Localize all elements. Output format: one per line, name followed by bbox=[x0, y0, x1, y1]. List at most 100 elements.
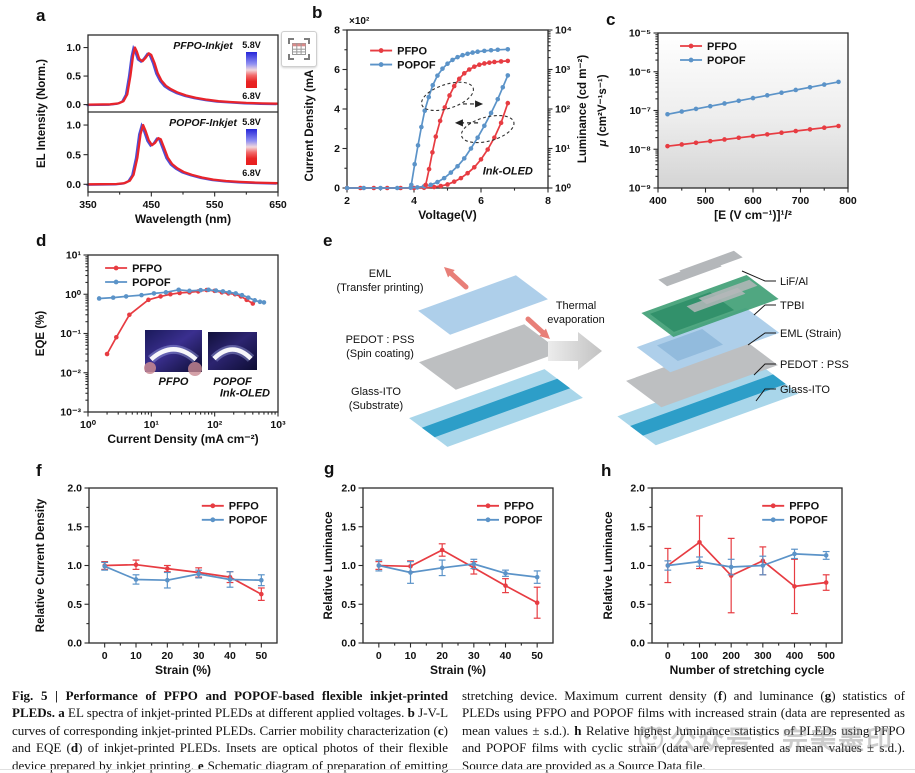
caption-right: stretching device. Maximum current densi… bbox=[462, 688, 906, 773]
svg-text:Ink-OLED: Ink-OLED bbox=[220, 387, 270, 399]
svg-text:POPOF: POPOF bbox=[707, 55, 746, 67]
svg-text:10²: 10² bbox=[555, 104, 571, 116]
panel-label-c: c bbox=[606, 10, 616, 29]
svg-text:1.5: 1.5 bbox=[341, 521, 356, 533]
svg-text:Ink-OLED: Ink-OLED bbox=[483, 166, 533, 178]
svg-text:10⁰: 10⁰ bbox=[65, 289, 82, 301]
svg-text:2: 2 bbox=[344, 195, 350, 207]
svg-text:10³: 10³ bbox=[555, 64, 571, 76]
svg-text:1.0: 1.0 bbox=[630, 560, 645, 572]
svg-text:TPBI: TPBI bbox=[780, 300, 804, 312]
svg-text:1.0: 1.0 bbox=[66, 120, 81, 132]
svg-text:10⁻¹: 10⁻¹ bbox=[60, 328, 81, 340]
svg-text:0.0: 0.0 bbox=[67, 638, 82, 650]
svg-text:500: 500 bbox=[817, 650, 835, 662]
svg-text:PFPO: PFPO bbox=[707, 41, 737, 53]
svg-text:0.5: 0.5 bbox=[66, 71, 81, 83]
svg-text:PFPO-Inkjet: PFPO-Inkjet bbox=[173, 40, 233, 52]
svg-text:POPOF: POPOF bbox=[789, 515, 828, 527]
svg-text:400: 400 bbox=[649, 195, 667, 207]
svg-text:4: 4 bbox=[411, 195, 417, 207]
svg-text:10⁻⁹: 10⁻⁹ bbox=[629, 183, 651, 195]
panel-c-mobility-chart: 400 500 600 700 800 10⁻⁹ 10⁻⁸ 10⁻⁷ 10⁻⁶ 10⁻⁵ [E (V… bbox=[588, 8, 910, 235]
svg-text:0.5: 0.5 bbox=[67, 599, 82, 611]
svg-text:500: 500 bbox=[697, 195, 715, 207]
svg-text:20: 20 bbox=[436, 650, 448, 662]
svg-text:×10²: ×10² bbox=[349, 16, 370, 27]
svg-text:PEDOT : PSS: PEDOT : PSS bbox=[780, 359, 849, 371]
svg-text:650: 650 bbox=[269, 199, 287, 211]
svg-text:2.0: 2.0 bbox=[67, 483, 82, 495]
svg-text:50: 50 bbox=[255, 650, 267, 662]
page-bottom-rule bbox=[0, 769, 915, 770]
svg-text:POPOF-Inkjet: POPOF-Inkjet bbox=[169, 117, 237, 129]
svg-text:μ (cm²V⁻¹s⁻¹): μ (cm²V⁻¹s⁻¹) bbox=[597, 74, 609, 147]
table-capture-button[interactable] bbox=[281, 31, 317, 67]
svg-text:PFPO: PFPO bbox=[789, 501, 819, 513]
svg-text:6.8V: 6.8V bbox=[242, 91, 261, 101]
svg-text:400: 400 bbox=[786, 650, 804, 662]
svg-text:(Transfer printing): (Transfer printing) bbox=[336, 282, 423, 294]
svg-text:0.0: 0.0 bbox=[630, 638, 645, 650]
svg-text:Voltage(V): Voltage(V) bbox=[418, 208, 476, 222]
svg-text:10²: 10² bbox=[207, 419, 223, 431]
svg-text:30: 30 bbox=[193, 650, 205, 662]
svg-text:50: 50 bbox=[531, 650, 543, 662]
svg-text:2: 2 bbox=[334, 143, 340, 155]
svg-text:PEDOT : PSS: PEDOT : PSS bbox=[346, 334, 415, 346]
svg-text:0: 0 bbox=[665, 650, 671, 662]
svg-text:10⁻⁶: 10⁻⁶ bbox=[629, 66, 651, 78]
svg-text:0.0: 0.0 bbox=[66, 99, 81, 111]
svg-text:450: 450 bbox=[143, 199, 161, 211]
svg-text:0.0: 0.0 bbox=[341, 638, 356, 650]
svg-text:Relative Current Density: Relative Current Density bbox=[35, 498, 47, 632]
svg-text:Strain (%): Strain (%) bbox=[430, 663, 486, 677]
panel-e-device-schematic: Thermal evaporation EML (Transfer printing)… bbox=[318, 233, 910, 460]
svg-text:20: 20 bbox=[161, 650, 173, 662]
svg-text:0: 0 bbox=[376, 650, 382, 662]
panel-label-h: h bbox=[601, 461, 612, 480]
caption-left: Fig. 5 | Performance of PFPO and POPOF-b… bbox=[12, 688, 449, 773]
svg-text:0: 0 bbox=[334, 183, 340, 195]
svg-text:0.5: 0.5 bbox=[630, 599, 645, 611]
svg-text:0: 0 bbox=[102, 650, 108, 662]
svg-text:PFPO: PFPO bbox=[132, 263, 162, 275]
panel-f-current-strain-chart: 0 10 20 30 40 50 0.0 0.5 1.0 1.5 2.0 Strain (%) Rela… bbox=[30, 458, 315, 693]
svg-text:[E (V cm⁻¹)]¹/²: [E (V cm⁻¹)]¹/² bbox=[714, 208, 792, 222]
svg-text:10⁻²: 10⁻² bbox=[60, 367, 81, 379]
svg-text:10¹: 10¹ bbox=[66, 250, 82, 262]
svg-text:10: 10 bbox=[130, 650, 142, 662]
svg-text:Relative Luminance: Relative Luminance bbox=[323, 511, 335, 619]
svg-text:Current Density (mA cm⁻²): Current Density (mA cm⁻²) bbox=[107, 432, 258, 446]
svg-text:Glass-ITO: Glass-ITO bbox=[780, 384, 830, 396]
svg-text:EL Intensity (Norm.): EL Intensity (Norm.) bbox=[36, 59, 48, 168]
svg-text:Number of stretching cycle: Number of stretching cycle bbox=[670, 663, 825, 677]
svg-text:550: 550 bbox=[206, 199, 224, 211]
svg-text:10⁰: 10⁰ bbox=[555, 183, 572, 195]
svg-text:8: 8 bbox=[334, 25, 340, 37]
svg-text:0.5: 0.5 bbox=[66, 149, 81, 161]
figure-caption: Fig. 5 | Performance of PFPO and POPOF-b… bbox=[12, 687, 905, 773]
svg-text:5.8V: 5.8V bbox=[242, 117, 261, 127]
svg-text:(Substrate): (Substrate) bbox=[349, 400, 403, 412]
svg-text:10⁻⁵: 10⁻⁵ bbox=[629, 28, 651, 40]
panel-label-a: a bbox=[36, 6, 46, 25]
panel-a-el-spectra-chart: 0.0 0.5 1.0 PFPO-Inkjet 5.8V 6.8V 0.0 0.5 1.0 POP… bbox=[30, 8, 295, 235]
svg-text:evaporation: evaporation bbox=[547, 314, 605, 326]
svg-text:PFPO: PFPO bbox=[504, 501, 534, 513]
svg-text:EML: EML bbox=[369, 268, 392, 280]
svg-text:Thermal: Thermal bbox=[556, 300, 596, 312]
svg-text:1.5: 1.5 bbox=[67, 521, 82, 533]
svg-text:40: 40 bbox=[224, 650, 236, 662]
svg-text:Current Density (mA cm⁻²): Current Density (mA cm⁻²) bbox=[304, 36, 316, 181]
svg-text:10⁻⁸: 10⁻⁸ bbox=[629, 144, 651, 156]
svg-text:6: 6 bbox=[478, 195, 484, 207]
svg-text:EQE (%): EQE (%) bbox=[35, 311, 47, 357]
svg-text:Relative Luminance: Relative Luminance bbox=[603, 511, 615, 619]
svg-text:10⁴: 10⁴ bbox=[555, 25, 572, 37]
svg-text:0.0: 0.0 bbox=[66, 179, 81, 191]
svg-text:10⁻³: 10⁻³ bbox=[60, 407, 81, 419]
svg-text:PFPO: PFPO bbox=[159, 376, 189, 388]
svg-text:100: 100 bbox=[691, 650, 709, 662]
svg-text:10³: 10³ bbox=[270, 419, 286, 431]
